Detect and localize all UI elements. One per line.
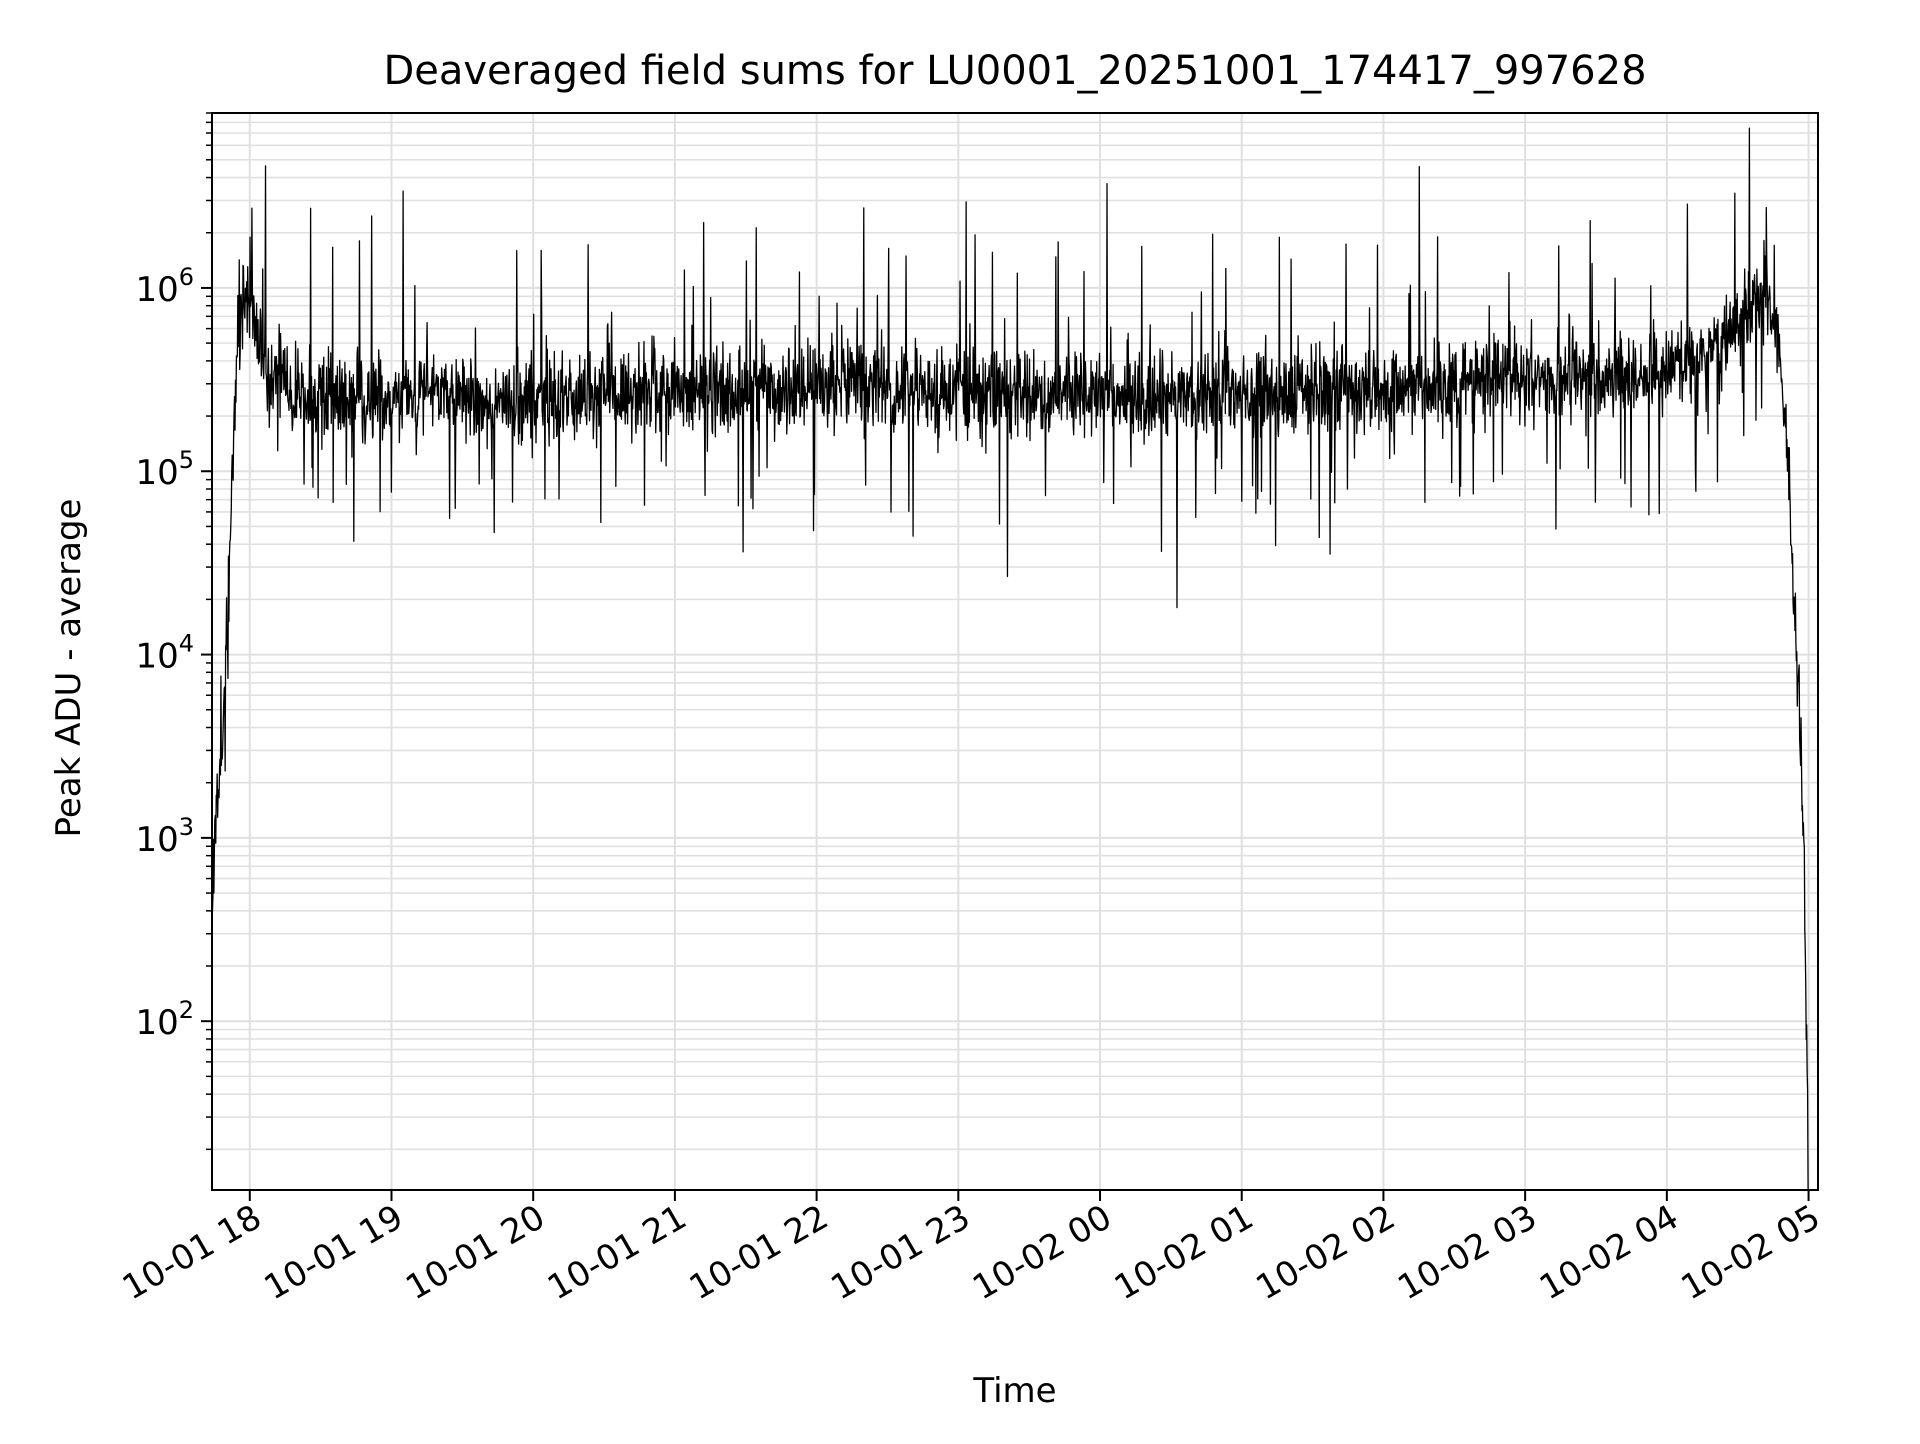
y-tick-label: 106 — [135, 263, 194, 310]
y-axis-label: Peak ADU - average — [49, 499, 89, 838]
y-axis: 102 103 104 105 106 — [135, 112, 212, 1151]
x-axis-label: Time — [972, 1371, 1056, 1411]
grid — [212, 112, 1818, 1190]
plot-frame — [211, 112, 1819, 1191]
y-tick-label: 103 — [135, 813, 194, 860]
y-tick-label: 102 — [135, 996, 194, 1043]
chart-title: Deaveraged field sums for LU0001_2025100… — [383, 48, 1646, 94]
series-line — [211, 127, 1810, 1191]
series-layer — [211, 127, 1810, 1191]
y-tick-label: 105 — [135, 446, 194, 493]
y-tick-label: 104 — [135, 630, 194, 677]
